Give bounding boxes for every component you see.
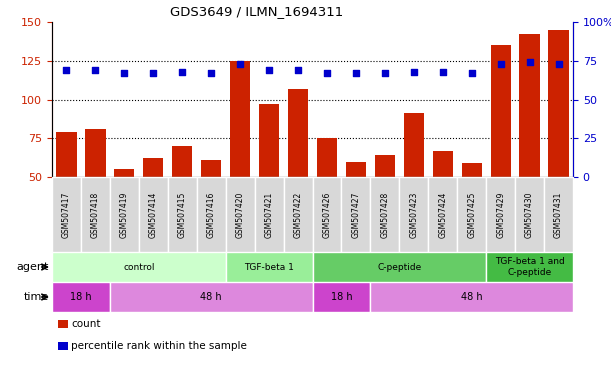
- Text: GSM507414: GSM507414: [149, 191, 158, 238]
- Text: GSM507421: GSM507421: [265, 191, 274, 238]
- Point: [293, 67, 303, 73]
- Text: GSM507430: GSM507430: [525, 191, 534, 238]
- Text: GDS3649 / ILMN_1694311: GDS3649 / ILMN_1694311: [170, 5, 343, 18]
- Text: 48 h: 48 h: [461, 292, 483, 302]
- Bar: [491, 45, 511, 255]
- Point: [177, 68, 187, 74]
- Bar: [230, 61, 251, 255]
- Bar: [400, 177, 428, 252]
- Point: [322, 70, 332, 76]
- Text: GSM507420: GSM507420: [236, 191, 244, 238]
- Bar: [139, 177, 168, 252]
- Bar: [486, 252, 573, 282]
- Bar: [201, 160, 221, 255]
- Bar: [549, 30, 569, 255]
- Text: percentile rank within the sample: percentile rank within the sample: [71, 341, 247, 351]
- Bar: [114, 169, 134, 255]
- Bar: [312, 282, 370, 312]
- Text: 18 h: 18 h: [70, 292, 92, 302]
- Point: [351, 70, 361, 76]
- Text: agent: agent: [16, 262, 49, 272]
- Text: GSM507428: GSM507428: [381, 191, 389, 238]
- Bar: [52, 252, 225, 282]
- Bar: [143, 158, 163, 255]
- Bar: [370, 282, 573, 312]
- Text: 18 h: 18 h: [331, 292, 353, 302]
- Bar: [52, 177, 81, 252]
- Bar: [259, 104, 279, 255]
- Bar: [225, 252, 312, 282]
- Bar: [56, 132, 76, 255]
- Text: TGF-beta 1: TGF-beta 1: [244, 263, 294, 271]
- Point: [62, 67, 71, 73]
- Point: [525, 59, 535, 65]
- Bar: [461, 163, 482, 255]
- Point: [409, 68, 419, 74]
- Bar: [428, 177, 457, 252]
- Text: GSM507419: GSM507419: [120, 191, 129, 238]
- Point: [207, 70, 216, 76]
- Bar: [486, 177, 515, 252]
- Text: GSM507431: GSM507431: [554, 191, 563, 238]
- Bar: [342, 177, 370, 252]
- Bar: [110, 177, 139, 252]
- Point: [496, 61, 505, 67]
- Bar: [110, 282, 312, 312]
- Text: GSM507424: GSM507424: [438, 191, 447, 238]
- Text: GSM507426: GSM507426: [323, 191, 332, 238]
- Point: [438, 68, 448, 74]
- Bar: [58, 320, 68, 328]
- Bar: [433, 151, 453, 255]
- Point: [235, 61, 245, 67]
- Point: [90, 67, 100, 73]
- Bar: [346, 162, 366, 255]
- Text: GSM507427: GSM507427: [351, 191, 360, 238]
- Bar: [225, 177, 255, 252]
- Text: GSM507429: GSM507429: [496, 191, 505, 238]
- Bar: [58, 342, 68, 350]
- Bar: [457, 177, 486, 252]
- Bar: [370, 177, 400, 252]
- Text: GSM507423: GSM507423: [409, 191, 419, 238]
- Text: 48 h: 48 h: [200, 292, 222, 302]
- Point: [264, 67, 274, 73]
- Point: [380, 70, 390, 76]
- Bar: [312, 252, 486, 282]
- Text: TGF-beta 1 and
C-peptide: TGF-beta 1 and C-peptide: [495, 257, 565, 277]
- Bar: [288, 89, 308, 255]
- Bar: [255, 177, 284, 252]
- Bar: [197, 177, 225, 252]
- Text: GSM507418: GSM507418: [91, 191, 100, 238]
- Point: [148, 70, 158, 76]
- Point: [120, 70, 130, 76]
- Text: C-peptide: C-peptide: [377, 263, 422, 271]
- Bar: [81, 177, 110, 252]
- Bar: [375, 155, 395, 255]
- Bar: [404, 113, 424, 255]
- Bar: [312, 177, 342, 252]
- Bar: [172, 146, 192, 255]
- Bar: [168, 177, 197, 252]
- Text: count: count: [71, 319, 100, 329]
- Bar: [515, 177, 544, 252]
- Text: GSM507425: GSM507425: [467, 191, 476, 238]
- Bar: [519, 35, 540, 255]
- Text: GSM507422: GSM507422: [293, 191, 302, 238]
- Bar: [284, 177, 312, 252]
- Bar: [52, 282, 110, 312]
- Text: GSM507416: GSM507416: [207, 191, 216, 238]
- Point: [467, 70, 477, 76]
- Point: [554, 61, 563, 67]
- Text: GSM507417: GSM507417: [62, 191, 71, 238]
- Bar: [86, 129, 106, 255]
- Text: control: control: [123, 263, 155, 271]
- Text: GSM507415: GSM507415: [178, 191, 187, 238]
- Bar: [544, 177, 573, 252]
- Bar: [317, 138, 337, 255]
- Text: time: time: [24, 292, 49, 302]
